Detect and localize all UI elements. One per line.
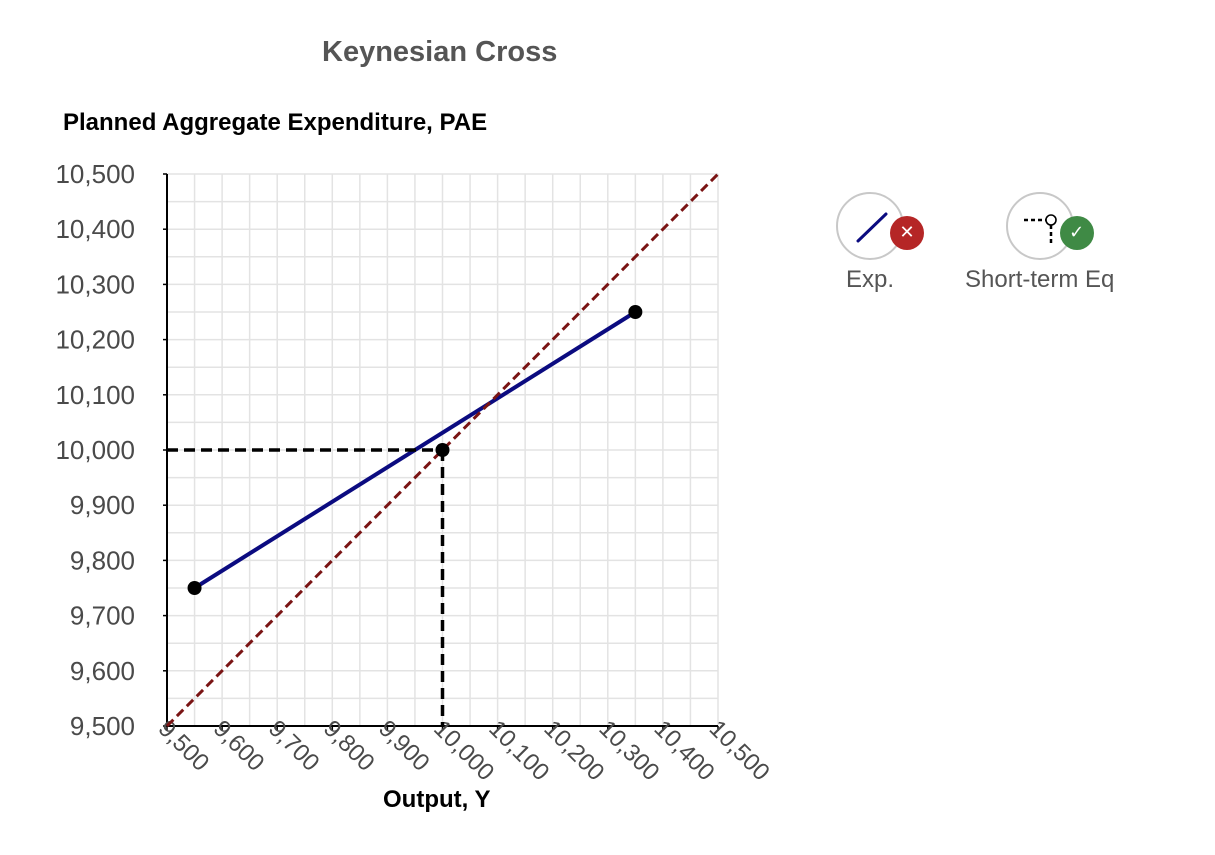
expenditure-start-point [187, 581, 202, 595]
dashed-point-icon [1023, 214, 1057, 244]
x-axis-label: Output, Y [383, 786, 491, 813]
line-icon [856, 212, 888, 243]
x-tick-label: 9,500 [153, 715, 215, 777]
short-term-eq-tool-label: Short-term Eq [965, 266, 1115, 293]
y-tick-label: 10,200 [55, 325, 135, 355]
y-tick-label: 10,100 [55, 380, 135, 410]
chart-title: Keynesian Cross [322, 36, 558, 68]
y-tick-label: 10,300 [55, 269, 135, 299]
short-term-eq-tool[interactable]: ✓ Short-term Eq [965, 192, 1114, 294]
y-tick-label: 10,000 [55, 435, 135, 465]
x-tick-label: 9,600 [208, 715, 270, 777]
error-badge-icon: ✕ [890, 216, 924, 250]
y-tick-label: 9,900 [70, 490, 135, 520]
x-tick-label: 10,500 [704, 715, 775, 786]
exp-tool[interactable]: ✕ Exp. [836, 192, 924, 294]
y-tick-label: 9,500 [70, 711, 135, 741]
y-tick-label: 10,500 [55, 159, 135, 189]
y-tick-label: 9,700 [70, 601, 135, 631]
y-tick-label: 9,800 [70, 545, 135, 575]
short-term-eq-tool-button[interactable]: ✓ [1005, 192, 1094, 260]
y-tick-label: 10,400 [55, 214, 135, 244]
exp-tool-button[interactable]: ✕ [836, 192, 924, 260]
x-tick-label: 9,800 [318, 715, 380, 777]
forty-five-degree-line [165, 172, 720, 728]
x-tick-label: 9,900 [373, 715, 435, 777]
check-badge-icon: ✓ [1059, 216, 1094, 250]
y-tick-label: 9,600 [70, 656, 135, 686]
x-tick-label: 9,700 [263, 715, 325, 777]
y-axis-label: Planned Aggregate Expenditure, PAE [63, 109, 488, 136]
series [165, 172, 720, 728]
expenditure-end-point [628, 305, 643, 319]
equilibrium-point [435, 443, 450, 457]
exp-tool-label: Exp. [845, 266, 895, 293]
